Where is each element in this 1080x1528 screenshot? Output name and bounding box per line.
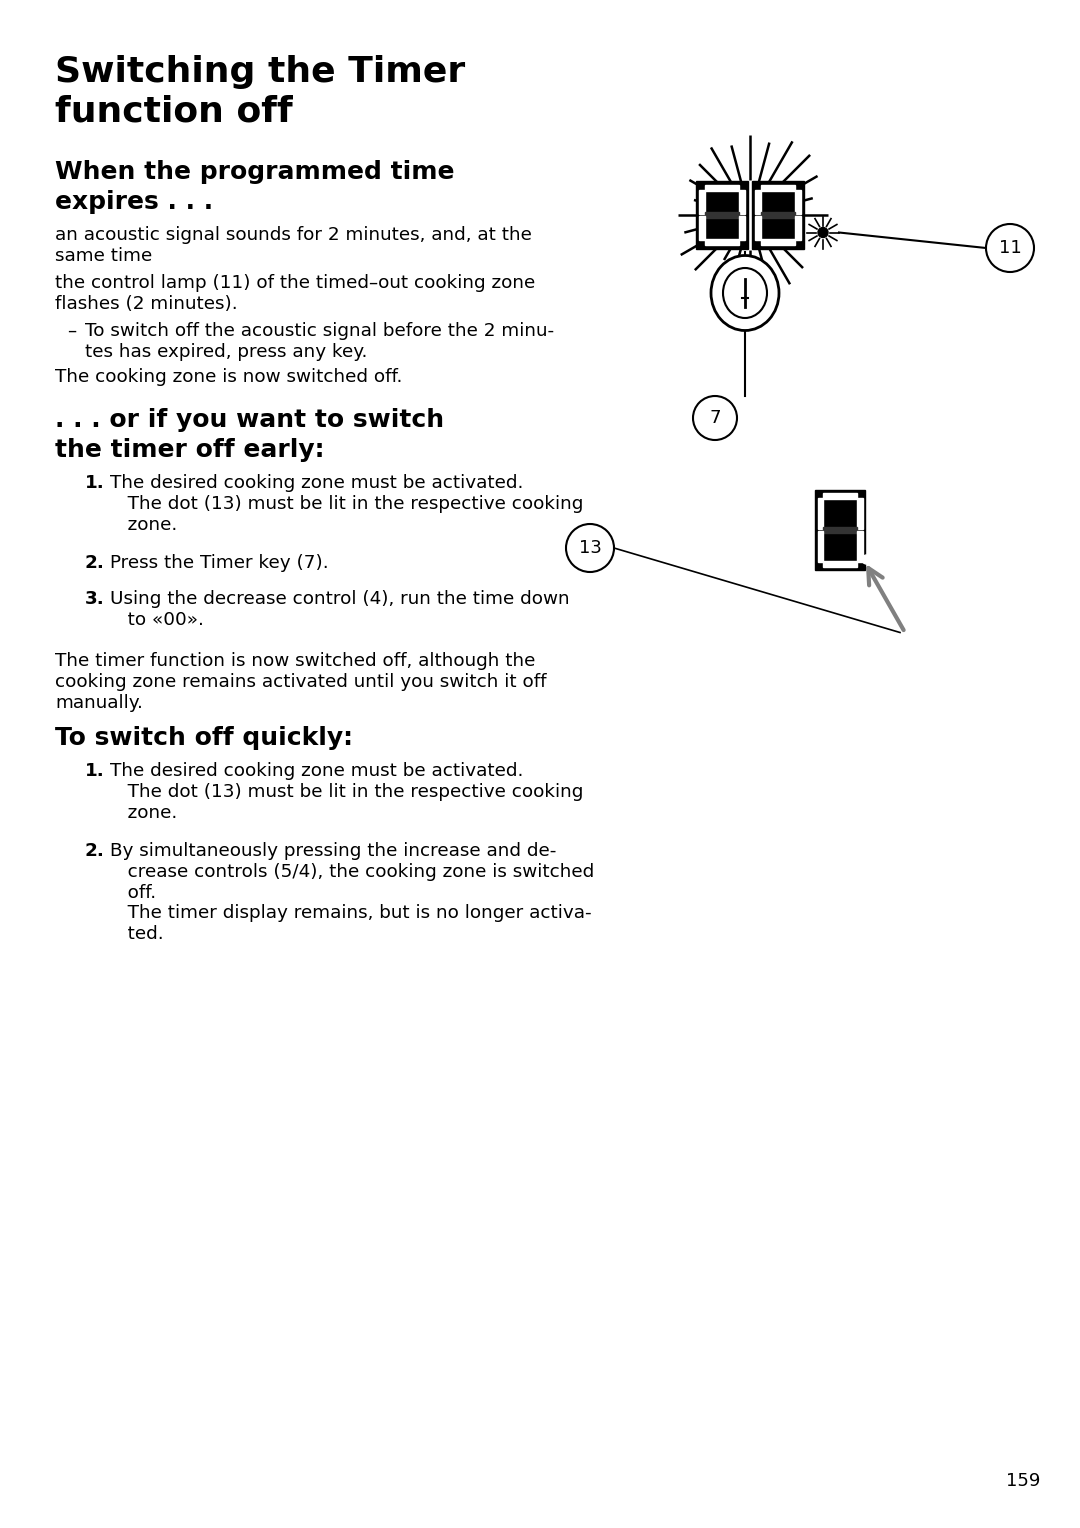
Circle shape <box>693 396 737 440</box>
Bar <box>795 189 801 214</box>
Bar <box>818 498 823 529</box>
Bar <box>705 212 739 219</box>
Bar <box>752 180 804 249</box>
Bar <box>818 532 823 562</box>
Text: –: – <box>67 322 76 341</box>
Text: 1.: 1. <box>85 762 105 779</box>
Bar <box>755 215 761 240</box>
Text: 159: 159 <box>1005 1471 1040 1490</box>
Text: The timer function is now switched off, although the
cooking zone remains activa: The timer function is now switched off, … <box>55 652 546 712</box>
Bar <box>739 189 745 214</box>
Text: 13: 13 <box>579 539 602 558</box>
Bar <box>761 185 795 191</box>
Text: 1.: 1. <box>85 474 105 492</box>
Circle shape <box>862 555 870 564</box>
Bar <box>761 212 795 219</box>
Bar <box>823 561 856 567</box>
Text: Switching the Timer: Switching the Timer <box>55 55 465 89</box>
Text: When the programmed time: When the programmed time <box>55 160 455 183</box>
Bar <box>739 215 745 240</box>
Text: Using the decrease control (4), run the time down
   to «00».: Using the decrease control (4), run the … <box>110 590 569 630</box>
Text: function off: function off <box>55 95 293 128</box>
Text: To switch off quickly:: To switch off quickly: <box>55 726 353 750</box>
Bar <box>814 489 865 570</box>
Text: To switch off the acoustic signal before the 2 minu-
tes has expired, press any : To switch off the acoustic signal before… <box>85 322 554 361</box>
Bar <box>856 498 863 529</box>
Text: . . . or if you want to switch: . . . or if you want to switch <box>55 408 444 432</box>
Text: Press the Timer key (7).: Press the Timer key (7). <box>110 555 328 571</box>
Text: 3.: 3. <box>85 590 105 608</box>
Text: an acoustic signal sounds for 2 minutes, and, at the
same time: an acoustic signal sounds for 2 minutes,… <box>55 226 531 264</box>
Bar <box>699 215 705 240</box>
Text: By simultaneously pressing the increase and de-
   crease controls (5/4), the co: By simultaneously pressing the increase … <box>110 842 594 943</box>
Circle shape <box>986 225 1034 272</box>
Text: 2.: 2. <box>85 842 105 860</box>
Bar <box>761 240 795 246</box>
Circle shape <box>566 524 615 571</box>
Circle shape <box>818 228 828 237</box>
Text: 2.: 2. <box>85 555 105 571</box>
Bar <box>755 189 761 214</box>
Text: 7: 7 <box>710 410 720 426</box>
Text: The desired cooking zone must be activated.
   The dot (13) must be lit in the r: The desired cooking zone must be activat… <box>110 474 583 533</box>
Bar <box>705 240 739 246</box>
Ellipse shape <box>711 255 779 330</box>
Bar <box>705 185 739 191</box>
Text: The cooking zone is now switched off.: The cooking zone is now switched off. <box>55 368 403 387</box>
Text: expires . . .: expires . . . <box>55 189 213 214</box>
Bar <box>823 494 856 500</box>
Text: the timer off early:: the timer off early: <box>55 439 324 461</box>
Bar <box>823 527 856 533</box>
Text: 11: 11 <box>999 238 1022 257</box>
Ellipse shape <box>723 267 767 318</box>
Bar <box>856 532 863 562</box>
Text: the control lamp (11) of the timed–out cooking zone
flashes (2 minutes).: the control lamp (11) of the timed–out c… <box>55 274 536 313</box>
Text: The desired cooking zone must be activated.
   The dot (13) must be lit in the r: The desired cooking zone must be activat… <box>110 762 583 822</box>
Bar <box>696 180 748 249</box>
Bar <box>699 189 705 214</box>
Bar <box>795 215 801 240</box>
